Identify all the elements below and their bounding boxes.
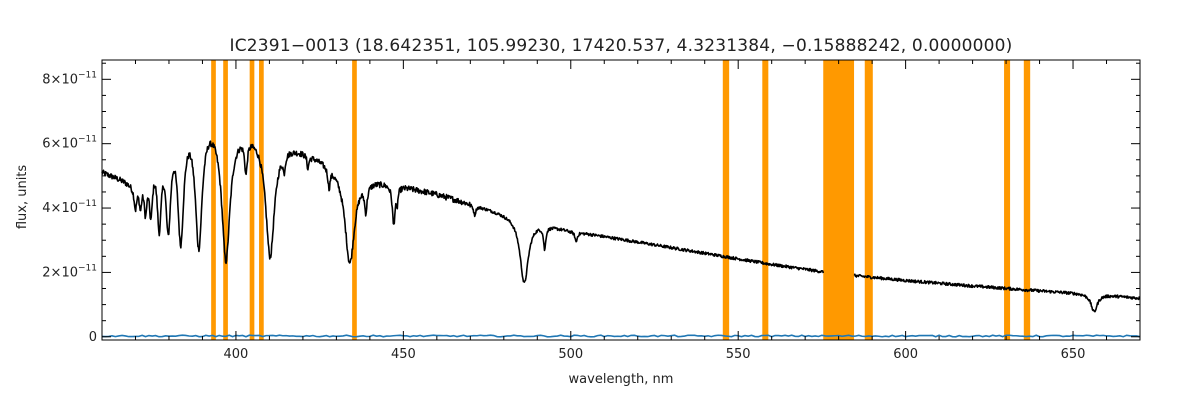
x-tick-label: 400 [224, 347, 249, 362]
chart-title: IC2391−0013 (18.642351, 105.99230, 17420… [229, 36, 1012, 56]
plot-frame [101, 59, 1141, 341]
y-tick-label: 4×10−11 [42, 199, 97, 216]
masked-regions [211, 60, 1031, 340]
plot-area [101, 140, 1141, 338]
masked-region-5 [722, 60, 730, 340]
masked-region-4 [352, 60, 357, 340]
masked-region-10 [1023, 60, 1031, 340]
error-line [101, 334, 1141, 338]
x-tick-label: 550 [726, 347, 751, 362]
axis-ticks: 400 450 500 550 600 650 0 2×10−11 4×10−11 6×10−11… [42, 60, 1141, 362]
masked-region-2 [249, 60, 255, 340]
masked-region-6 [762, 60, 769, 340]
masked-region-9 [1004, 60, 1011, 340]
masked-region-3 [259, 60, 264, 340]
y-axis-label: flux, units [15, 165, 30, 230]
y-tick-label: 0 [89, 330, 97, 345]
masked-region-7 [823, 60, 855, 340]
masked-region-8 [864, 60, 873, 340]
masked-region-1 [223, 60, 228, 340]
y-tick-label: 6×10−11 [42, 135, 97, 152]
flux-line-segment-1 [853, 273, 1141, 313]
x-tick-label: 650 [1061, 347, 1086, 362]
x-axis-label: wavelength, nm [569, 372, 674, 387]
y-tick-label: 2×10−11 [42, 263, 97, 280]
flux-line-segment-0 [101, 140, 825, 283]
y-tick-label: 8×10−11 [42, 70, 97, 87]
x-tick-label: 500 [558, 347, 583, 362]
x-tick-label: 600 [893, 347, 918, 362]
masked-region-0 [211, 60, 216, 340]
x-tick-label: 450 [391, 347, 416, 362]
